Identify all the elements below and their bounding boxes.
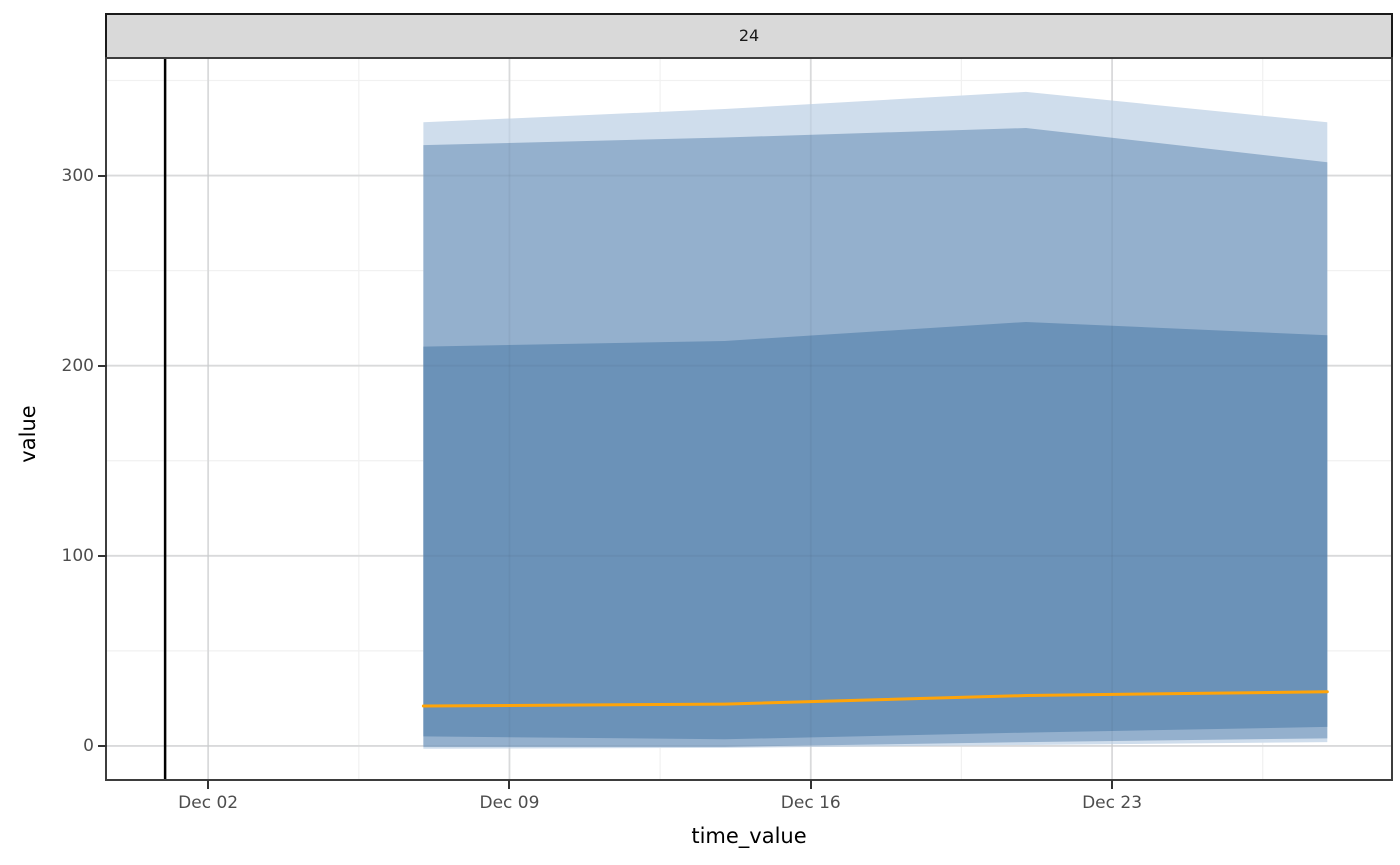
x-tick-label: Dec 02 bbox=[178, 793, 239, 813]
y-tick-label: 200 bbox=[61, 355, 94, 376]
x-tick-label: Dec 23 bbox=[1082, 793, 1143, 813]
y-axis-title: value bbox=[16, 405, 40, 463]
y-tick-mark bbox=[98, 174, 107, 177]
x-tick-mark bbox=[1111, 780, 1114, 789]
median-forecast-line bbox=[421, 690, 1329, 708]
inner-band bbox=[423, 321, 1328, 740]
y-tick-label: 100 bbox=[61, 545, 94, 566]
plot-panel bbox=[105, 57, 1393, 781]
facet-strip-label: 24 bbox=[738, 26, 760, 45]
x-axis-title: time_value bbox=[691, 824, 807, 848]
y-tick-mark bbox=[98, 364, 107, 367]
x-tick-label: Dec 09 bbox=[479, 793, 540, 813]
x-tick-mark bbox=[809, 780, 812, 789]
x-tick-label: Dec 16 bbox=[780, 793, 841, 813]
y-tick-mark bbox=[98, 744, 107, 747]
x-tick-mark bbox=[508, 780, 511, 789]
y-tick-label: 300 bbox=[61, 165, 94, 186]
y-tick-mark bbox=[98, 554, 107, 557]
fan-chart bbox=[107, 59, 1391, 779]
facet-strip: 24 bbox=[105, 13, 1393, 59]
y-tick-label: 0 bbox=[83, 735, 94, 756]
x-tick-mark bbox=[207, 780, 210, 789]
